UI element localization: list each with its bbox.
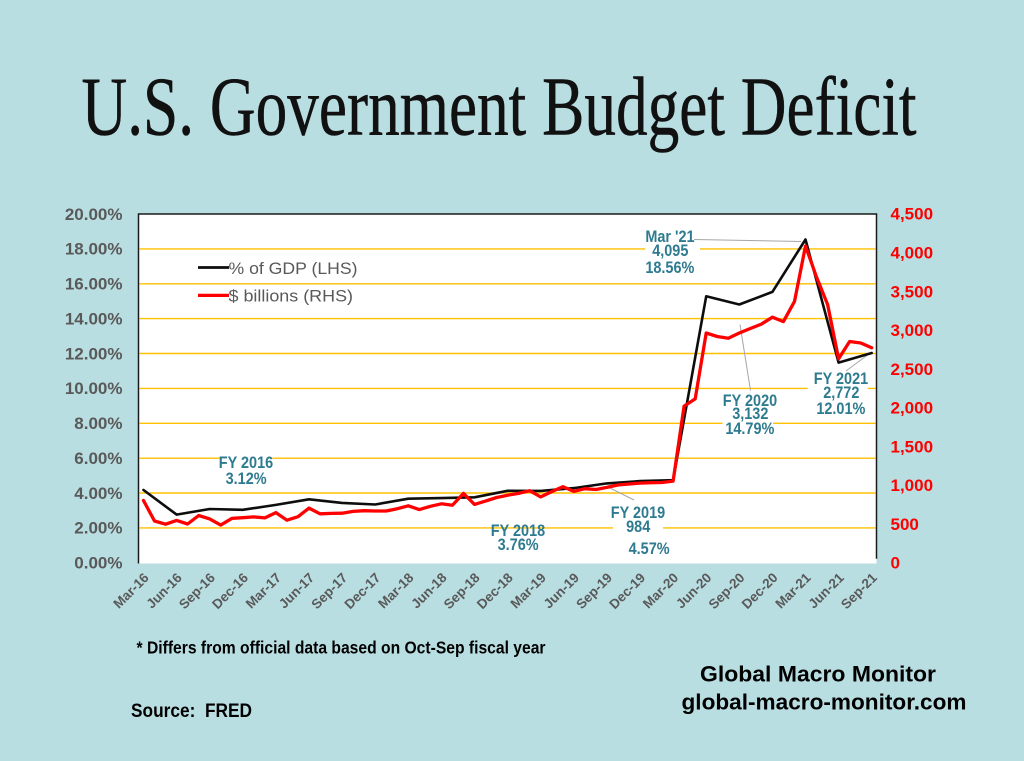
svg-text:16.00%: 16.00% [65, 275, 123, 294]
svg-text:global-macro-monitor.com: global-macro-monitor.com [682, 689, 967, 714]
svg-text:$ billions (RHS): $ billions (RHS) [229, 287, 354, 306]
svg-text:4,000: 4,000 [891, 244, 934, 263]
svg-text:4,500: 4,500 [891, 205, 934, 224]
svg-text:Source: FRED: Source: FRED [131, 701, 252, 722]
svg-text:1,000: 1,000 [891, 476, 934, 495]
svg-text:20.00%: 20.00% [65, 205, 123, 224]
svg-text:0: 0 [891, 554, 900, 573]
svg-text:8.00%: 8.00% [74, 414, 122, 433]
svg-text:0.00%: 0.00% [74, 554, 122, 573]
svg-text:3,000: 3,000 [891, 321, 934, 340]
svg-text:2,000: 2,000 [891, 399, 934, 418]
svg-text:1,500: 1,500 [891, 437, 934, 456]
svg-text:3,500: 3,500 [891, 282, 934, 301]
svg-text:* Differs from official data b: * Differs from official data based on Oc… [137, 638, 546, 658]
svg-text:Global Macro Monitor: Global Macro Monitor [700, 662, 936, 687]
svg-text:10.00%: 10.00% [65, 379, 123, 398]
svg-text:2,500: 2,500 [891, 360, 934, 379]
svg-text:2.00%: 2.00% [74, 519, 122, 538]
svg-text:18.00%: 18.00% [65, 240, 123, 259]
svg-text:12.00%: 12.00% [65, 344, 123, 363]
svg-text:14.00%: 14.00% [65, 309, 123, 328]
svg-text:U.S. Government Budget Deficit: U.S. Government Budget Deficit [82, 61, 917, 154]
svg-text:6.00%: 6.00% [74, 449, 122, 468]
svg-text:500: 500 [891, 515, 919, 534]
svg-text:% of GDP (LHS): % of GDP (LHS) [229, 259, 358, 278]
svg-text:4.00%: 4.00% [74, 484, 122, 503]
